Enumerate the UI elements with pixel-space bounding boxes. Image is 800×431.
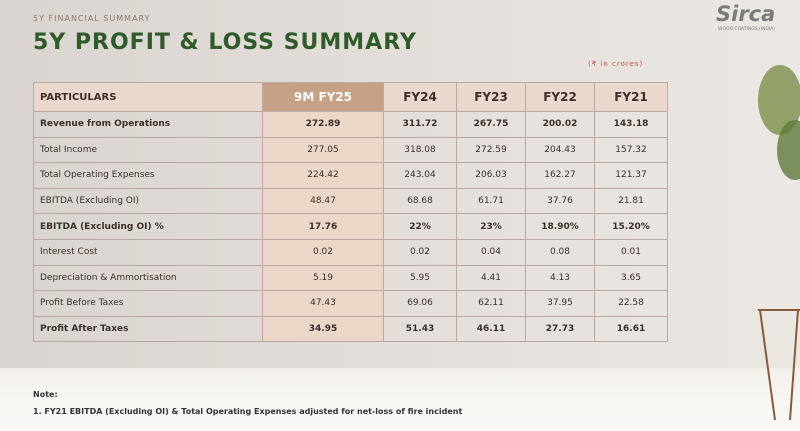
column-header: FY23 (456, 82, 526, 112)
note-heading: Note: (33, 390, 58, 399)
row-label: Interest Cost (33, 238, 263, 266)
pl-table: PARTICULARS 9M FY25 FY24 FY23 FY22 FY21 Revenu… (33, 82, 668, 343)
cell-value: 0.01 (594, 238, 668, 266)
row-label: EBITDA (Excluding OI) (33, 187, 263, 215)
plant (758, 65, 800, 421)
cell-value: 22% (383, 213, 457, 240)
cell-value: 277.05 (262, 136, 384, 164)
table-row: Interest Cost 0.02 0.02 0.04 0.08 0.01 (33, 238, 668, 266)
cell-value: 51.43 (383, 315, 457, 343)
cell-value: 48.47 (262, 187, 384, 215)
row-label: Depreciation & Ammortisation (33, 264, 263, 292)
table-row: Total Operating Expenses 224.42 243.04 206.… (33, 162, 668, 189)
cell-value: 27.73 (525, 315, 595, 343)
cell-value: 0.02 (262, 238, 384, 266)
cell-value: 47.43 (262, 290, 384, 317)
floor (0, 368, 800, 431)
row-label: EBITDA (Excluding OI) % (33, 213, 263, 240)
table-row: Revenue from Operations 272.89 311.72 267.7… (33, 111, 668, 138)
cell-value: 5.95 (383, 264, 457, 292)
cell-value: 61.71 (456, 187, 526, 215)
table-row: Depreciation & Ammortisation 5.19 5.95 4.41… (33, 264, 668, 292)
cell-value: 34.95 (262, 315, 384, 343)
cell-value: 272.89 (262, 111, 384, 138)
column-header: PARTICULARS (33, 82, 263, 112)
table-row: EBITDA (Excluding OI) % 17.76 22% 23% 18.90%… (33, 213, 668, 240)
cell-value: 318.08 (383, 136, 457, 164)
table-row: Profit After Taxes 34.95 51.43 46.11 27.73 16… (33, 315, 668, 343)
cell-value: 69.06 (383, 290, 457, 317)
cell-value: 267.75 (456, 111, 526, 138)
note-item: 1. FY21 EBITDA (Excluding OI) & Total Op… (33, 407, 463, 416)
cell-value: 311.72 (383, 111, 457, 138)
cell-value: 224.42 (262, 162, 384, 189)
cell-value: 3.65 (594, 264, 668, 292)
cell-value: 143.18 (594, 111, 668, 138)
column-header: FY21 (594, 82, 668, 112)
cell-value: 37.95 (525, 290, 595, 317)
cell-value: 22.58 (594, 290, 668, 317)
column-header: 9M FY25 (262, 82, 384, 112)
cell-value: 4.13 (525, 264, 595, 292)
column-header: FY24 (383, 82, 457, 112)
column-header: FY22 (525, 82, 595, 112)
cell-value: 68.68 (383, 187, 457, 215)
cell-value: 21.81 (594, 187, 668, 215)
cell-value: 200.02 (525, 111, 595, 138)
cell-value: 204.43 (525, 136, 595, 164)
table-row: Profit Before Taxes 47.43 69.06 62.11 37.95 2… (33, 290, 668, 317)
table-row: EBITDA (Excluding OI) 48.47 68.68 61.71 37.7… (33, 187, 668, 215)
row-label: Profit After Taxes (33, 315, 263, 343)
cell-value: 5.19 (262, 264, 384, 292)
unit-note: (₹ in crores) (588, 60, 644, 68)
cell-value: 16.61 (594, 315, 668, 343)
row-label: Total Income (33, 136, 263, 164)
title: 5Y PROFIT & LOSS SUMMARY (33, 30, 417, 55)
cell-value: 157.32 (594, 136, 668, 164)
logo: Sirca (716, 2, 776, 26)
row-label: Total Operating Expenses (33, 162, 263, 189)
kicker: 5Y FINANCIAL SUMMARY (33, 14, 151, 23)
cell-value: 46.11 (456, 315, 526, 343)
table-row: Total Income 277.05 318.08 272.59 204.43 157.… (33, 136, 668, 164)
cell-value: 4.41 (456, 264, 526, 292)
cell-value: 0.08 (525, 238, 595, 266)
row-label: Profit Before Taxes (33, 290, 263, 317)
cell-value: 162.27 (525, 162, 595, 189)
cell-value: 18.90% (525, 213, 595, 240)
cell-value: 0.02 (383, 238, 457, 266)
row-label: Revenue from Operations (33, 111, 263, 138)
cell-value: 15.20% (594, 213, 668, 240)
cell-value: 37.76 (525, 187, 595, 215)
cell-value: 62.11 (456, 290, 526, 317)
logo-tagline: WOOD COATINGS (INDIA) (718, 27, 776, 32)
cell-value: 17.76 (262, 213, 384, 240)
cell-value: 206.03 (456, 162, 526, 189)
cell-value: 0.04 (456, 238, 526, 266)
cell-value: 272.59 (456, 136, 526, 164)
cell-value: 121.37 (594, 162, 668, 189)
cell-value: 243.04 (383, 162, 457, 189)
cell-value: 23% (456, 213, 526, 240)
header-row: PARTICULARS 9M FY25 FY24 FY23 FY22 FY21 (33, 82, 668, 112)
